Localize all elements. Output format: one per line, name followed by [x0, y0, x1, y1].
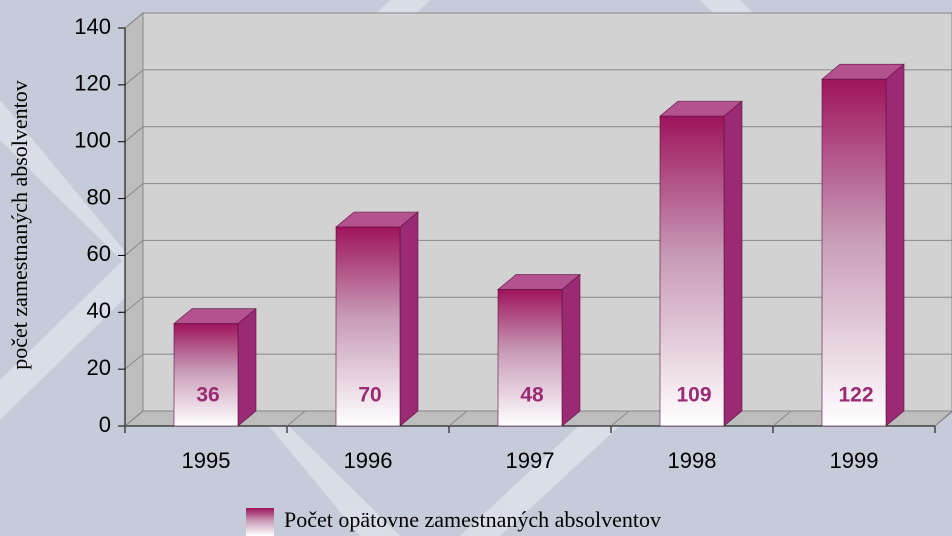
x-tick-label: 1996 [344, 448, 393, 473]
y-tick-label: 100 [74, 128, 111, 153]
x-tick-label: 1997 [506, 448, 555, 473]
x-tick-label: 1998 [668, 448, 717, 473]
x-tick-label: 1999 [830, 448, 879, 473]
floor-line [772, 410, 792, 427]
y-axis-label: počet zamestnaných absolventov [7, 80, 32, 370]
bar [497, 289, 563, 427]
grid-line-side [124, 353, 144, 370]
bar [335, 226, 401, 427]
bar [173, 323, 239, 427]
grid-line-side [124, 296, 144, 313]
bar [821, 78, 887, 427]
y-tick-label: 20 [87, 355, 111, 380]
floor-line [934, 411, 952, 427]
value-label: 70 [358, 384, 381, 407]
y-tick-label: 40 [87, 298, 111, 323]
floor-line [286, 410, 306, 427]
y-tick-label: 80 [87, 184, 111, 209]
grid-line-side [124, 240, 144, 256]
grid-line-side [124, 12, 144, 29]
legend-label: Počet opätovne zamestnaných absolventov [284, 507, 661, 532]
grid-line-side [124, 183, 144, 199]
y-tick-label: 60 [87, 241, 111, 266]
floor-line [610, 410, 630, 427]
floor-line [124, 410, 144, 427]
y-tick-label: 120 [74, 71, 111, 96]
value-label: 36 [196, 384, 219, 407]
value-label: 109 [676, 384, 711, 407]
bar [659, 115, 725, 427]
bar-side [237, 308, 257, 427]
bar-side [723, 100, 743, 427]
y-tick-label: 140 [74, 14, 111, 39]
value-label: 122 [838, 384, 873, 407]
y-tick-label: 0 [99, 412, 111, 437]
value-label: 48 [520, 384, 544, 407]
grid-line-side [124, 69, 144, 86]
grid-line-side [124, 126, 144, 143]
legend-swatch [246, 508, 274, 536]
x-tick-label: 1995 [182, 448, 231, 473]
bar-side [561, 273, 581, 427]
bar-side [399, 211, 419, 427]
bar-side [885, 63, 905, 427]
floor-line [448, 410, 468, 427]
left-wall [124, 11, 144, 428]
